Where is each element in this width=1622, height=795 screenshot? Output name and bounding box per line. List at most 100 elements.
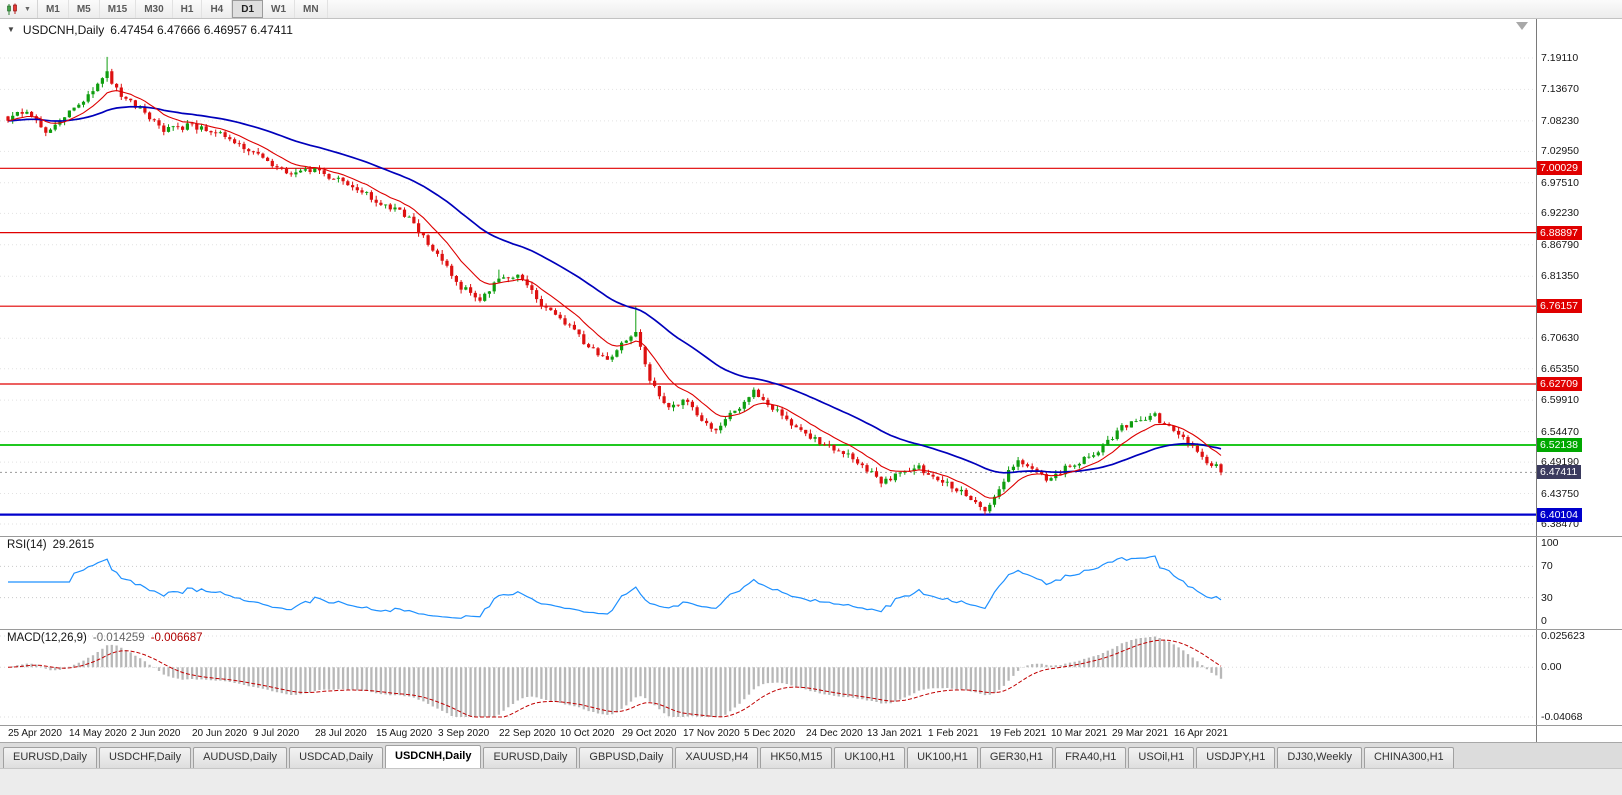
chart-symbol-title: USDCNH,Daily (22, 23, 105, 37)
rsi-tick-label: 100 (1541, 537, 1559, 549)
date-tick-label: 20 Jun 2020 (192, 728, 248, 739)
date-tick-label: 19 Feb 2021 (990, 728, 1047, 739)
date-tick-label: 25 Apr 2020 (8, 728, 62, 739)
date-axis[interactable]: 25 Apr 2020 14 May 2020 2 Jun 2020 20 Jun 2… (0, 725, 1622, 742)
chart-type-selector[interactable]: ▼ (0, 0, 38, 18)
macd-axis[interactable]: 0.025623 0.00 -0.04068 (1536, 630, 1622, 725)
date-tick-label: 24 Dec 2020 (806, 728, 863, 739)
date-tick-label: 17 Nov 2020 (683, 728, 740, 739)
status-bar (0, 768, 1622, 795)
timeframe-buttons: M1 M5 M15 M30 H1 H4 D1 W1 MN (38, 0, 328, 18)
chart-tab-audusd-daily[interactable]: AUDUSD,Daily (193, 747, 288, 768)
chart-tab-usoil-h1[interactable]: USOil,H1 (1128, 747, 1195, 768)
timeframe-button-m5[interactable]: M5 (69, 0, 100, 18)
macd-header: MACD(12,26,9) -0.014259 -0.006687 (7, 632, 202, 644)
price-axis[interactable]: 7.19110 7.13670 7.08230 7.02950 6.97510 6.922… (1536, 19, 1622, 536)
date-tick-label: 15 Aug 2020 (376, 728, 433, 739)
price-tick-label: 7.13670 (1541, 83, 1579, 96)
macd-tick-label: 0.025623 (1541, 630, 1585, 642)
chart-tab-uk100-h1[interactable]: UK100,H1 (834, 747, 906, 768)
price-tick-label: 7.19110 (1541, 52, 1579, 64)
main-chart-pane[interactable]: ▼ USDCNH,Daily 6.47454 6.47666 6.46957 6… (0, 19, 1622, 536)
timeframe-button-m1[interactable]: M1 (38, 0, 69, 18)
date-tick-label: 28 Jul 2020 (315, 728, 367, 739)
date-tick-label: 2 Jun 2020 (131, 728, 181, 739)
timeframe-button-w1[interactable]: W1 (263, 0, 296, 18)
price-tick-label: 6.49190 (1541, 456, 1579, 469)
rsi-tick-label: 30 (1541, 591, 1553, 604)
chart-tabbar: EURUSD,Daily USDCHF,Daily AUDUSD,Daily USDC… (0, 742, 1622, 768)
rsi-canvas[interactable] (0, 537, 1536, 629)
timeframe-button-m15[interactable]: M15 (100, 0, 137, 18)
price-tick-label: 6.59910 (1541, 394, 1579, 407)
chart-tab-usdcad-daily[interactable]: USDCAD,Daily (289, 747, 384, 768)
price-tick-label: 6.97510 (1541, 176, 1579, 189)
chart-tab-ger30-h1[interactable]: GER30,H1 (979, 747, 1054, 768)
macd-signal-value: -0.006687 (150, 632, 203, 644)
one-click-trading-toggle[interactable]: ▼ (7, 25, 15, 34)
pane-splitter[interactable] (0, 536, 1622, 537)
pane-splitter[interactable] (0, 629, 1622, 630)
chart-tab-fra40-h1[interactable]: FRA40,H1 (1055, 747, 1127, 768)
chart-tab-eurusd-daily[interactable]: EURUSD,Daily (483, 747, 578, 768)
macd-tick-label: -0.04068 (1541, 711, 1583, 723)
date-tick-label: 13 Jan 2021 (867, 728, 923, 739)
date-tick-label: 9 Jul 2020 (253, 728, 300, 739)
price-tick-label: 7.02950 (1541, 145, 1579, 158)
price-tick-label: 6.81350 (1541, 270, 1579, 283)
macd-canvas[interactable] (0, 630, 1536, 725)
price-tick-label: 6.86790 (1541, 238, 1579, 251)
price-tick-label: 6.65350 (1541, 362, 1579, 375)
price-tick-label: 6.43750 (1541, 487, 1579, 500)
date-tick-label: 29 Mar 2021 (1112, 728, 1169, 739)
axis-corner (1536, 726, 1622, 742)
chart-tab-usdcnh-daily[interactable]: USDCNH,Daily (385, 745, 482, 768)
timeframe-button-h4[interactable]: H4 (202, 0, 233, 18)
price-line-badge: 6.88897 (1537, 225, 1582, 240)
chart-tab-xauusd-h4[interactable]: XAUUSD,H4 (675, 747, 759, 768)
price-tick-label: 6.92230 (1541, 207, 1579, 220)
timeframe-button-mn[interactable]: MN (295, 0, 328, 18)
price-line-badge: 6.52138 (1537, 438, 1582, 453)
date-tick-label: 10 Mar 2021 (1051, 728, 1108, 739)
chart-tab-usdchf-daily[interactable]: USDCHF,Daily (98, 747, 192, 768)
chart-tab-usdjpy-h1[interactable]: USDJPY,H1 (1196, 747, 1276, 768)
chart-tab-china300-h1[interactable]: CHINA300,H1 (1363, 747, 1454, 768)
date-tick-label: 14 May 2020 (69, 728, 127, 739)
chart-tab-dj30-weekly[interactable]: DJ30,Weekly (1277, 747, 1362, 768)
timeframe-button-m30[interactable]: M30 (136, 0, 173, 18)
price-line-badge: 6.40104 (1537, 507, 1582, 522)
timeframe-button-d1[interactable]: D1 (232, 0, 264, 18)
macd-tick-label: 0.00 (1541, 661, 1562, 674)
timeframe-button-h1[interactable]: H1 (173, 0, 203, 18)
rsi-value: 29.2615 (52, 539, 95, 551)
candlestick-chart-icon (7, 3, 17, 15)
rsi-tick-label: 0 (1541, 615, 1547, 627)
date-tick-label: 29 Oct 2020 (622, 728, 677, 739)
macd-label: MACD(12,26,9) (7, 632, 87, 644)
chart-tab-gbpusd-daily[interactable]: GBPUSD,Daily (579, 747, 674, 768)
date-tick-label: 1 Feb 2021 (928, 728, 979, 739)
chart-tab-uk100-h1[interactable]: UK100,H1 (907, 747, 978, 768)
price-line-badge: 7.00029 (1537, 161, 1582, 176)
date-tick-label: 3 Sep 2020 (438, 728, 490, 739)
chart-tab-eurusd-daily[interactable]: EURUSD,Daily (3, 747, 97, 768)
price-line-badge: 6.76157 (1537, 299, 1582, 314)
macd-main-value: -0.014259 (92, 632, 145, 644)
main-chart-canvas[interactable] (0, 19, 1536, 536)
rsi-label: RSI(14) (7, 539, 47, 551)
rsi-axis[interactable]: 100 70 30 0 (1536, 537, 1622, 629)
chart-tab-hk50-m15[interactable]: HK50,M15 (760, 747, 833, 768)
macd-indicator-pane[interactable]: MACD(12,26,9) -0.014259 -0.006687 0.0256… (0, 630, 1622, 725)
chart-title: ▼ USDCNH,Daily 6.47454 6.47666 6.46957 6… (7, 23, 293, 37)
price-line-badge: 6.47411 (1537, 465, 1582, 480)
date-tick-label: 22 Sep 2020 (499, 728, 556, 739)
chart-ohlc-values: 6.47454 6.47666 6.46957 6.47411 (110, 23, 293, 37)
price-tick-label: 6.54470 (1541, 425, 1579, 438)
rsi-header: RSI(14) 29.2615 (7, 539, 94, 551)
dropdown-caret-icon: ▼ (24, 5, 31, 13)
rsi-indicator-pane[interactable]: RSI(14) 29.2615 100 70 30 0 (0, 537, 1622, 629)
rsi-tick-label: 70 (1541, 560, 1553, 573)
date-tick-label: 10 Oct 2020 (560, 728, 615, 739)
